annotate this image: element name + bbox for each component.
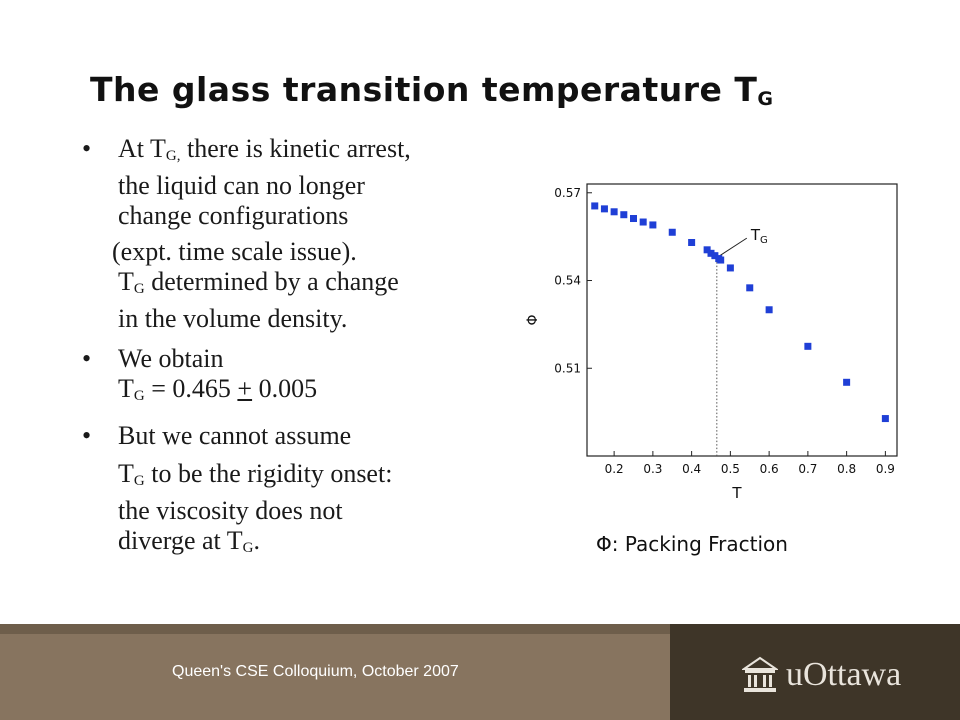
bullet-line: TG = 0.465 + 0.005 (118, 374, 492, 411)
data-point (726, 264, 734, 272)
text-fragment: determined by a change (144, 267, 399, 296)
footer-text: Queen's CSE Colloquium, October 2007 (172, 663, 459, 680)
data-point (746, 284, 754, 292)
packing-fraction-chart: 0.2 0.3 0.4 0.5 0.6 0.7 0.8 0.9 0.51 0.54 0.57 T Φ TG (525, 183, 898, 502)
x-tick-label: 0.2 (605, 462, 624, 476)
bullet-line: At TG, there is kinetic arrest, (118, 134, 492, 171)
data-point (711, 252, 719, 260)
bullet-item: • But we cannot assume TG to be the rigi… (82, 421, 492, 563)
text-fragment: diverge at T (118, 526, 243, 555)
bullet-dot: • (82, 134, 92, 163)
data-point (843, 378, 851, 386)
data-point (600, 205, 608, 213)
bullet-line: the liquid can no longer (118, 171, 365, 200)
text-fragment: T (118, 374, 134, 403)
bullet-list: • At TG, there is kinetic arrest, the li… (82, 134, 492, 563)
data-point (804, 342, 812, 350)
text-fragment: T (118, 459, 134, 488)
data-point (649, 221, 657, 229)
data-point (620, 211, 628, 219)
university-building-icon (742, 656, 778, 692)
bullet-line: in the volume density. (118, 304, 348, 333)
tg-leader-line (719, 237, 748, 257)
footer-logo-panel (670, 624, 960, 720)
text-fragment: T (118, 267, 134, 296)
bullet-line: We obtain (118, 344, 224, 373)
bullet-line: (expt. time scale issue). (112, 237, 357, 266)
bullet-item: • We obtain TG = 0.465 + 0.005 (82, 344, 492, 411)
data-point (881, 415, 889, 423)
text-fragment: . (253, 526, 261, 555)
tg-annotation-label: TG (750, 226, 768, 246)
data-point (765, 306, 773, 314)
x-tick-label: 0.8 (837, 462, 856, 476)
subscript: G (133, 281, 145, 297)
y-axis-label: Φ (525, 314, 541, 325)
y-tick-label: 0.54 (554, 274, 581, 288)
subscript: G, (165, 148, 181, 164)
y-tick-label: 0.51 (554, 361, 581, 375)
plot-frame (586, 183, 898, 457)
slide-title: The glass transition temperature TG (90, 70, 773, 110)
x-tick-label: 0.7 (798, 462, 817, 476)
bullet-line: the viscosity does not (118, 496, 343, 525)
x-tick-label: 0.4 (682, 462, 701, 476)
data-point (668, 228, 676, 236)
data-point (717, 256, 725, 264)
chart-caption: Φ: Packing Fraction (596, 532, 788, 556)
bullet-dot: • (82, 421, 92, 450)
footer-band (0, 624, 670, 634)
data-point (639, 218, 647, 226)
data-point (703, 246, 711, 254)
data-point (707, 249, 715, 257)
subscript: G (133, 473, 145, 489)
bullet-line: TG determined by a change (118, 267, 492, 304)
data-point (591, 202, 599, 210)
text-fragment: to be the rigidity onset: (144, 459, 393, 488)
bullet-line: But we cannot assume (118, 421, 352, 450)
x-tick-label: 0.3 (643, 462, 662, 476)
x-tick-label: 0.6 (760, 462, 779, 476)
subscript: G (242, 540, 254, 556)
x-tick-label: 0.9 (876, 462, 895, 476)
x-axis-label: T (731, 484, 742, 502)
bullet-line: diverge at TG. (118, 526, 492, 563)
y-tick-label: 0.57 (554, 186, 581, 200)
subscript: G (133, 388, 145, 404)
data-point (630, 215, 637, 223)
title-main: The glass transition temperature T (90, 70, 758, 109)
x-tick-label: 0.5 (721, 462, 740, 476)
text-fragment: = 0.465 (144, 374, 238, 403)
plus-minus-sign: + (237, 374, 253, 403)
data-point (688, 238, 696, 246)
bullet-line: change configurations (118, 201, 349, 230)
bullet-line: TG to be the rigidity onset: (118, 459, 492, 496)
text-fragment: 0.005 (252, 374, 318, 403)
footer-bar (0, 624, 670, 720)
bullet-item: • At TG, there is kinetic arrest, the li… (82, 134, 492, 334)
text-fragment: At T (118, 134, 166, 163)
text-fragment: there is kinetic arrest, (180, 134, 411, 163)
title-subscript: G (757, 88, 774, 110)
logo-text: uOttawa (786, 656, 902, 693)
data-point (610, 208, 618, 216)
bullet-dot: • (82, 344, 92, 373)
